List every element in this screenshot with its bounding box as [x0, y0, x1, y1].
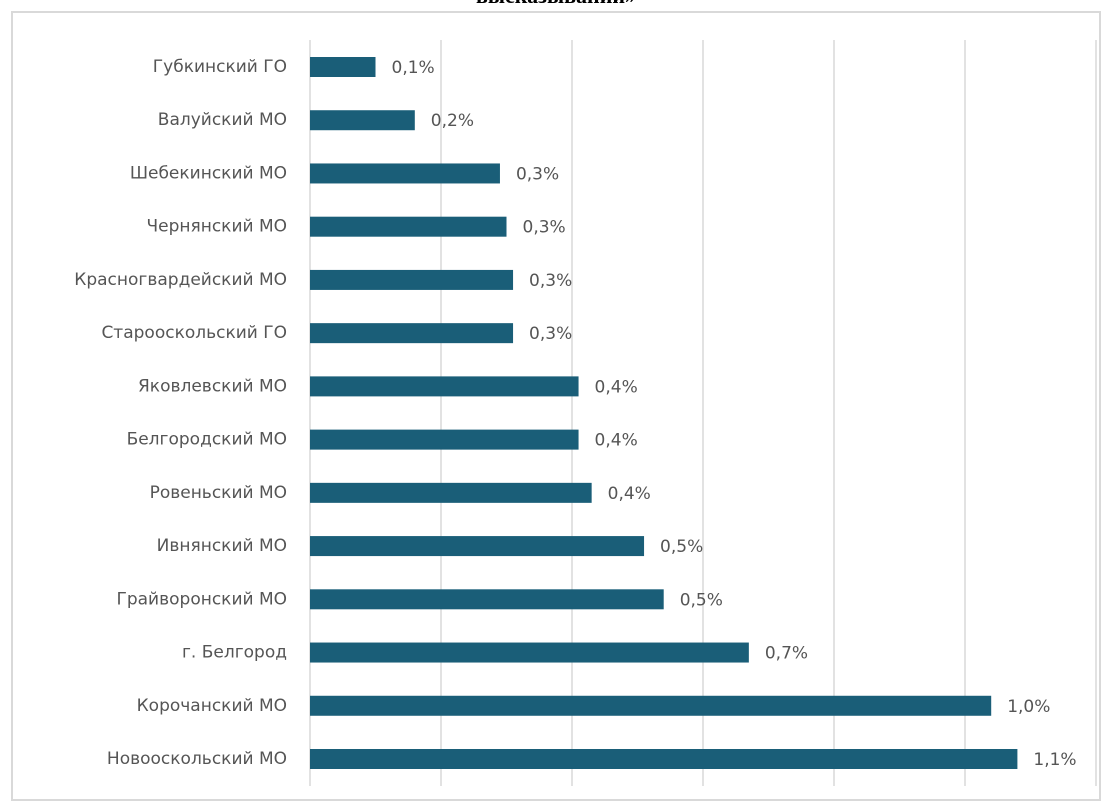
bar — [310, 323, 514, 344]
value-label: 1,0% — [1007, 697, 1050, 717]
value-label: 0,5% — [660, 537, 703, 557]
y-tick-label: Красногвардейский МО — [74, 270, 287, 290]
bar — [310, 216, 507, 237]
value-label: 0,7% — [765, 644, 808, 664]
y-tick-label: Шебекинский МО — [130, 163, 287, 183]
y-tick-label: Губкинский ГО — [153, 57, 287, 77]
bar — [310, 429, 579, 450]
chart-frame — [11, 11, 1101, 801]
y-tick-label: Яковлевский МО — [138, 376, 287, 396]
y-tick-label: Чернянский МО — [146, 217, 287, 237]
value-label: 0,4% — [595, 377, 638, 397]
y-tick-label: Ровеньский МО — [150, 483, 287, 503]
y-tick-label: г. Белгород — [182, 643, 287, 663]
y-tick-label: Ивнянский МО — [157, 536, 287, 556]
y-tick-label: Грайворонский МО — [116, 589, 287, 609]
value-label: 0,1% — [392, 58, 435, 78]
value-label: 0,3% — [529, 271, 572, 291]
bar — [310, 749, 1018, 769]
y-tick-label: Валуйский МО — [158, 110, 287, 130]
chart-title: высказываний» — [476, 0, 636, 8]
value-label: 0,2% — [431, 111, 474, 131]
value-label: 0,5% — [680, 590, 723, 610]
y-tick-label: Белгородский МО — [127, 430, 287, 450]
value-label: 1,1% — [1033, 750, 1076, 770]
bar — [310, 110, 415, 131]
bar — [310, 57, 376, 77]
bar — [310, 482, 592, 503]
value-label: 0,3% — [523, 218, 566, 238]
y-tick-label: Корочанский МО — [137, 696, 287, 716]
bar — [310, 536, 645, 557]
bar — [310, 163, 500, 184]
bar — [310, 642, 749, 663]
value-label: 0,3% — [516, 164, 559, 184]
bar — [310, 376, 579, 397]
bar — [310, 589, 664, 610]
value-label: 0,3% — [529, 324, 572, 344]
value-label: 0,4% — [608, 484, 651, 504]
y-tick-label: Новооскольский МО — [107, 749, 287, 769]
bar — [310, 695, 992, 716]
bar — [310, 269, 514, 290]
y-tick-label: Старооскольский ГО — [101, 323, 287, 343]
value-label: 0,4% — [595, 431, 638, 451]
